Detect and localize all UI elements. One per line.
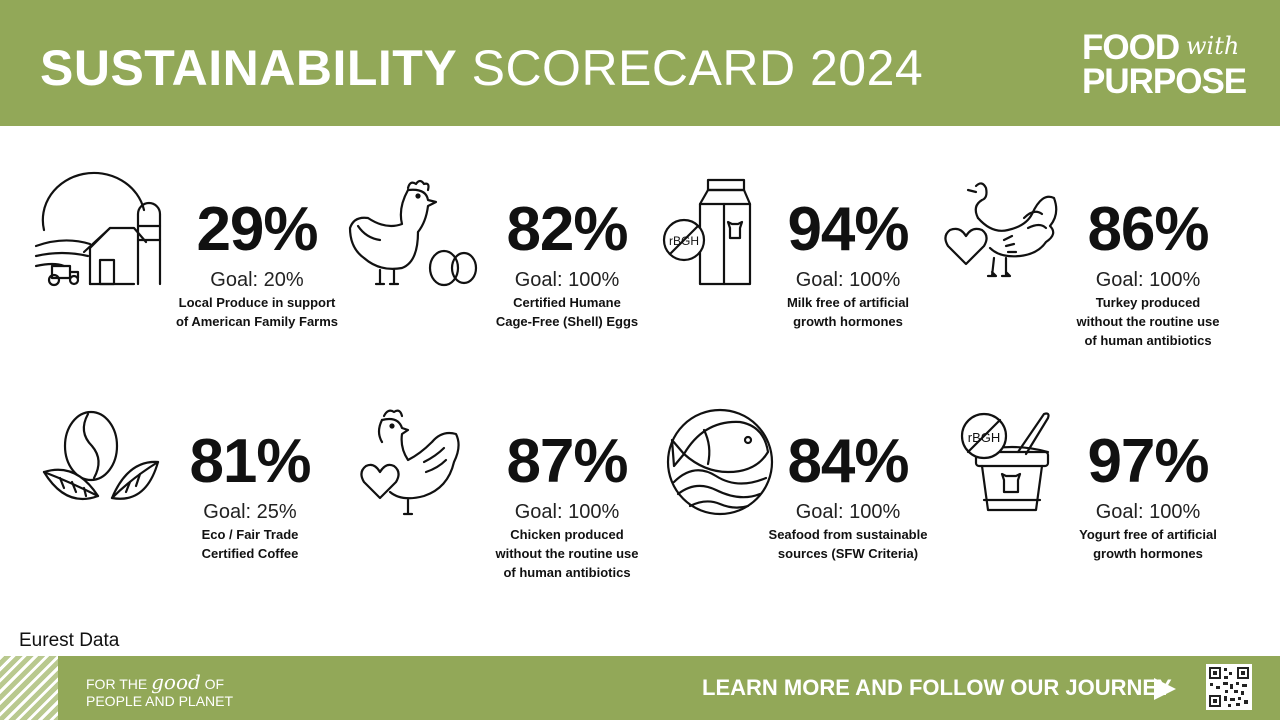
stat-goal: Goal: 25% bbox=[203, 501, 297, 523]
title-bold: SUSTAINABILITY bbox=[40, 40, 458, 96]
tagline-prefix: FOR THE bbox=[86, 676, 148, 692]
rbgh-badge-text: rBGH bbox=[669, 234, 699, 248]
logo-line2: PURPOSE bbox=[1082, 62, 1247, 101]
data-source-note: Eurest Data bbox=[19, 630, 120, 651]
logo-script: with bbox=[1186, 32, 1240, 60]
stat-goal: Goal: 100% bbox=[795, 501, 901, 523]
stat-percent: 29% bbox=[196, 195, 318, 264]
stat-goal: Goal: 100% bbox=[1095, 269, 1201, 291]
footer-banner: FOR THE good OF PEOPLE AND PLANET LEARN … bbox=[0, 656, 1280, 720]
stat-percent: 84% bbox=[787, 427, 909, 496]
stat-goal: Goal: 100% bbox=[795, 269, 901, 291]
stat-goal: Goal: 100% bbox=[1095, 501, 1201, 523]
play-arrow-icon[interactable] bbox=[1152, 676, 1178, 702]
learn-more-link[interactable]: LEARN MORE AND FOLLOW OUR JOURNEY bbox=[702, 675, 1172, 700]
yogurt-cup-icon: rBGH bbox=[956, 408, 1060, 518]
stat-goal: Goal: 20% bbox=[210, 269, 304, 291]
turkey-heart-icon bbox=[942, 178, 1062, 288]
food-with-purpose-logo: FOOD with PURPOSE bbox=[1082, 30, 1247, 102]
stat-turkey: 86% Goal: 100% Turkey produced without th… bbox=[1062, 198, 1234, 350]
stat-description: Local Produce in support of American Fami… bbox=[175, 295, 339, 329]
stat-description: Yogurt free of artificial growth hormones bbox=[1079, 527, 1217, 561]
stat-chicken: 87% Goal: 100% Chicken produced without t… bbox=[482, 430, 652, 582]
stat-milk: 94% Goal: 100% Milk free of artificial gr… bbox=[762, 198, 934, 331]
stat-local-produce: 29% Goal: 20% Local Produce in support of… bbox=[172, 198, 342, 331]
chicken-heart-icon bbox=[358, 408, 466, 518]
milk-carton-icon: rBGH bbox=[662, 178, 762, 288]
stat-goal: Goal: 100% bbox=[514, 269, 620, 291]
footer-tagline: FOR THE good OF PEOPLE AND PLANET bbox=[86, 672, 234, 710]
stat-percent: 82% bbox=[506, 195, 628, 264]
stat-goal: Goal: 100% bbox=[514, 501, 620, 523]
qr-code-icon[interactable] bbox=[1206, 664, 1252, 710]
stat-percent: 97% bbox=[1087, 427, 1209, 496]
page-title: SUSTAINABILITY SCORECARD 2024 bbox=[40, 36, 923, 100]
stat-yogurt: 97% Goal: 100% Yogurt free of artificial… bbox=[1062, 430, 1234, 563]
tagline-line2: PEOPLE AND PLANET bbox=[86, 693, 234, 709]
title-light: SCORECARD 2024 bbox=[471, 40, 924, 96]
stat-percent: 86% bbox=[1087, 195, 1209, 264]
stat-percent: 94% bbox=[787, 195, 909, 264]
rbgh-badge-text: rBGH bbox=[968, 430, 1001, 445]
tagline-good: good bbox=[151, 670, 201, 694]
stat-coffee: 81% Goal: 25% Eco / Fair Trade Certified … bbox=[172, 430, 328, 563]
stat-description: Certified Humane Cage-Free (Shell) Eggs bbox=[495, 295, 639, 329]
stat-percent: 81% bbox=[189, 427, 311, 496]
stat-description: Chicken produced without the routine use o… bbox=[495, 527, 639, 580]
stat-eggs: 82% Goal: 100% Certified Humane Cage-Free… bbox=[482, 198, 652, 331]
stat-description: Seafood from sustainable sources (SFW Cri… bbox=[768, 527, 928, 561]
fish-wave-icon bbox=[664, 406, 776, 518]
hen-eggs-icon bbox=[346, 178, 478, 288]
stripe-pattern bbox=[0, 656, 58, 720]
stat-description: Turkey produced without the routine use of… bbox=[1076, 295, 1220, 348]
stat-description: Milk free of artificial growth hormones bbox=[786, 295, 910, 329]
header-banner: SUSTAINABILITY SCORECARD 2024 FOOD with … bbox=[0, 0, 1280, 126]
logo-line1: FOOD bbox=[1082, 28, 1180, 67]
coffee-bean-icon bbox=[36, 408, 162, 514]
farm-icon bbox=[34, 171, 164, 288]
stat-description: Eco / Fair Trade Certified Coffee bbox=[201, 527, 299, 561]
stat-percent: 87% bbox=[506, 427, 628, 496]
stat-seafood: 84% Goal: 100% Seafood from sustainable s… bbox=[762, 430, 934, 563]
tagline-of: OF bbox=[204, 676, 225, 692]
